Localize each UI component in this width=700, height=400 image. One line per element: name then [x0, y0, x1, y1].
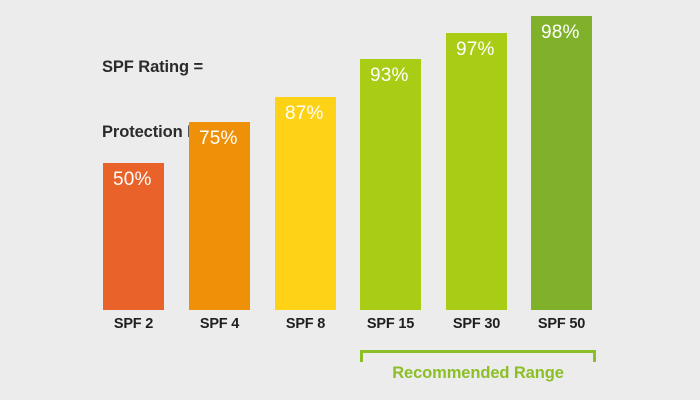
bar-value-label: 97% — [456, 39, 495, 60]
recommended-range-bracket — [360, 350, 596, 362]
bar: 87% — [275, 97, 336, 310]
bar: 50% — [103, 163, 164, 310]
bar-value-label: 75% — [199, 128, 238, 149]
bar: 97% — [446, 33, 507, 310]
bar-value-label: 93% — [370, 65, 409, 86]
bar-value-label: 87% — [285, 103, 324, 124]
bar: 93% — [360, 59, 421, 310]
recommended-range-label: Recommended Range — [392, 364, 564, 382]
bar-category-label: SPF 4 — [199, 316, 240, 332]
bar-category-label: SPF 50 — [537, 316, 586, 332]
bar: 98% — [531, 16, 592, 310]
chart-title-line-1: SPF Rating = — [102, 57, 204, 76]
bar-value-label: 98% — [541, 22, 580, 43]
bar-category-label: SPF 30 — [452, 316, 501, 332]
bar-category-label: SPF 15 — [366, 316, 415, 332]
bar-category-label: SPF 8 — [285, 316, 326, 332]
bar-category-label: SPF 2 — [113, 316, 154, 332]
bar-value-label: 50% — [113, 169, 152, 190]
bar: 75% — [189, 122, 250, 310]
